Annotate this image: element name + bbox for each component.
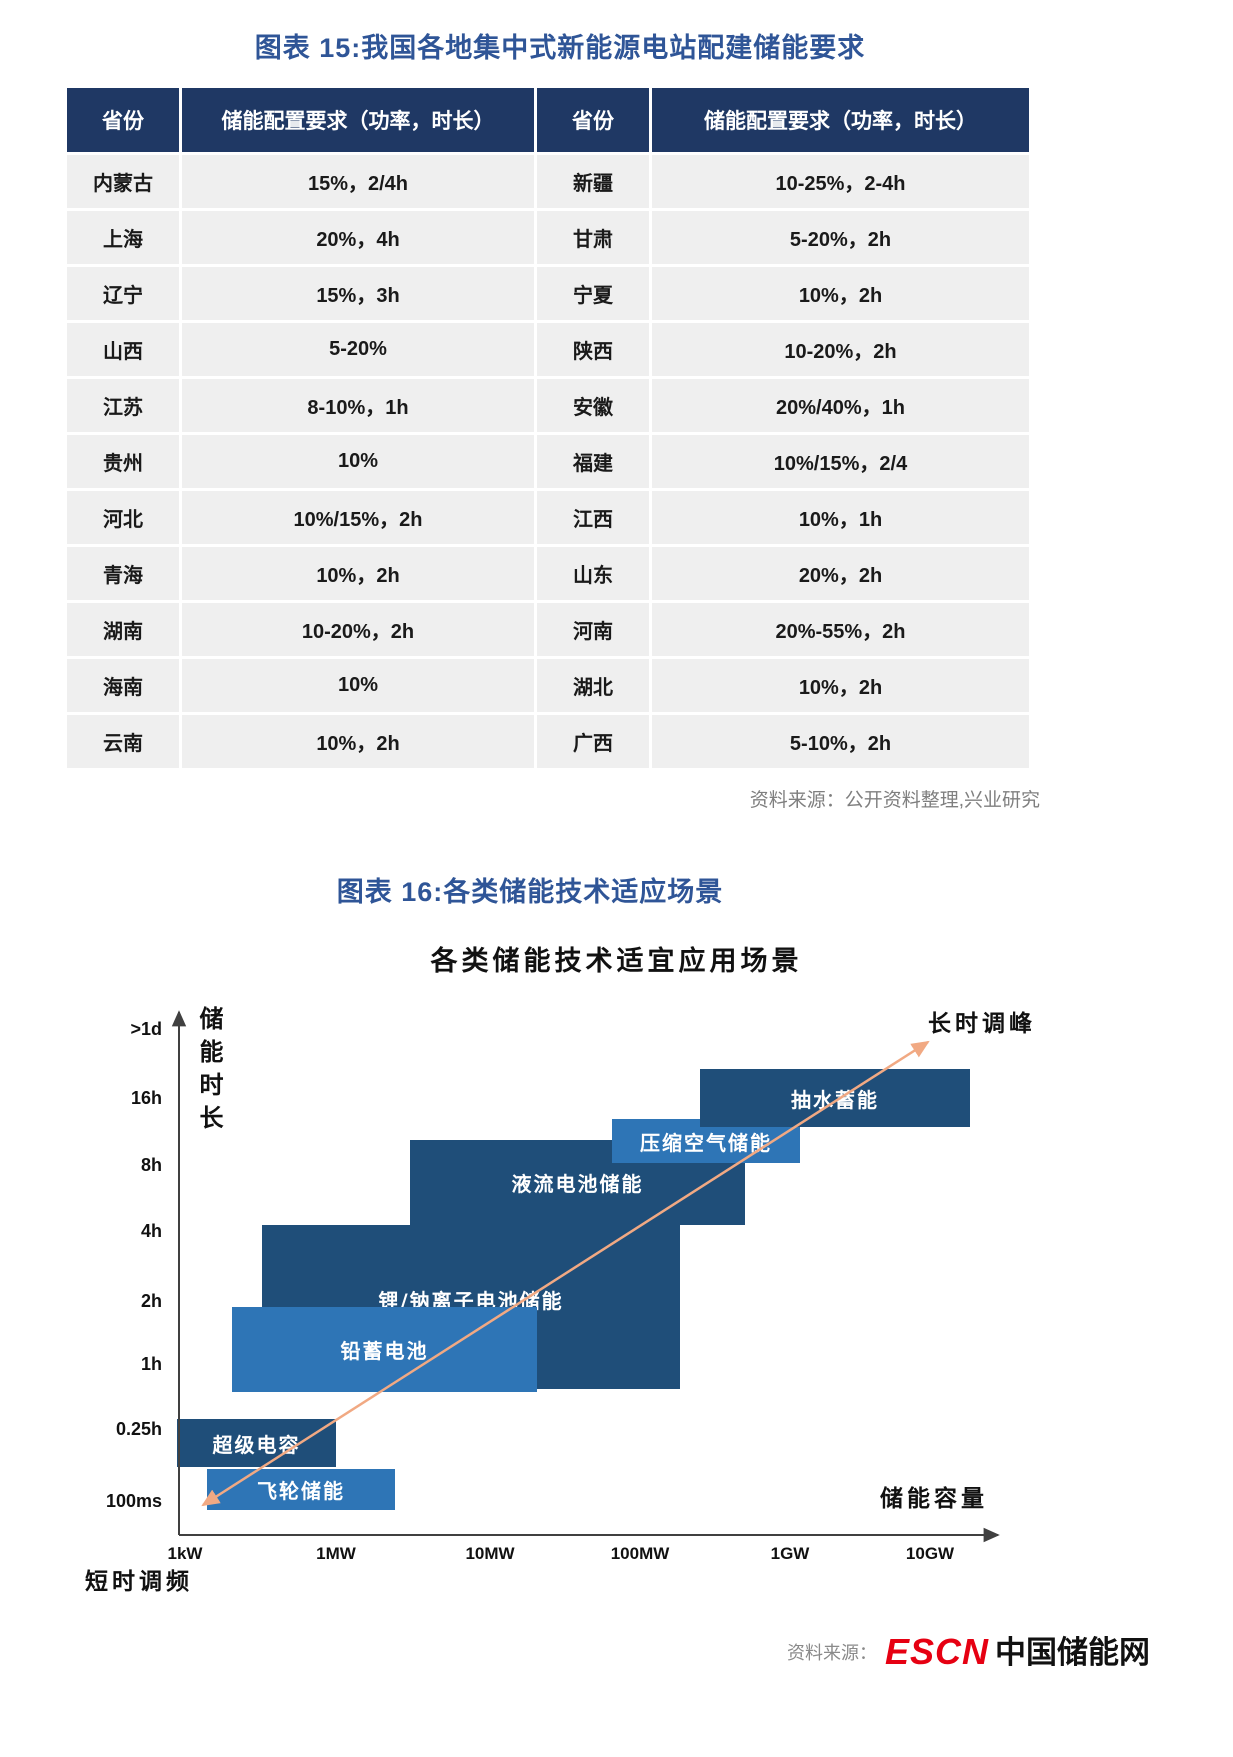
requirement-cell: 10%/15%，2/4 [649, 432, 1032, 491]
x-tick: 10GW [905, 1544, 955, 1563]
table-row: 江苏 8-10%，1h 安徽 20%/40%，1h [64, 376, 1032, 435]
province-cell: 陕西 [534, 320, 652, 379]
x-tick: 1MW [316, 1544, 356, 1563]
province-cell: 江西 [534, 488, 652, 547]
figure16-source: 资料来源： ESCN 中国储能网 [0, 1634, 1233, 1670]
requirement-cell: 15%，2/4h [179, 152, 537, 211]
requirement-cell: 5-10%，2h [649, 712, 1032, 771]
escn-logo: ESCN [884, 1631, 989, 1672]
table-header-row: 省份 储能配置要求（功率，时长） 省份 储能配置要求（功率，时长） [64, 85, 1032, 155]
storage-technology-chart: 液流电池储能 压缩空气储能 锂/钠离子电池储能 铅蓄电池 抽水蓄能 超级电容 飞… [0, 992, 1233, 1595]
requirement-cell: 15%，3h [179, 264, 537, 323]
y-tick: 0.25h [115, 1419, 162, 1439]
province-cell: 贵州 [64, 432, 182, 491]
requirement-cell: 8-10%，1h [179, 376, 537, 435]
province-cell: 云南 [64, 712, 182, 771]
x-tick: 1GW [770, 1544, 810, 1563]
province-cell: 海南 [64, 656, 182, 715]
y-tick: 16h [130, 1088, 162, 1108]
province-cell: 安徽 [534, 376, 652, 435]
province-cell: 河北 [64, 488, 182, 547]
long-duration-peak-label: 长时调峰 [928, 1010, 1036, 1037]
bar-supercapacitor: 超级电容 [177, 1419, 336, 1467]
table-row: 海南 10% 湖北 10%，2h [64, 656, 1032, 715]
requirement-cell: 5-20%，2h [649, 208, 1032, 267]
province-cell: 上海 [64, 208, 182, 267]
bar-pumped-hydro: 抽水蓄能 [700, 1069, 970, 1127]
requirement-cell: 10%，2h [179, 712, 537, 771]
province-cell: 福建 [534, 432, 652, 491]
short-duration-freq-label: 短时调频 [85, 1568, 193, 1595]
requirement-cell: 10%/15%，2h [179, 488, 537, 547]
table-row: 山西 5-20% 陕西 10-20%，2h [64, 320, 1032, 379]
figure16-title: 图表 16:各类储能技术适应场景 [336, 877, 724, 907]
province-cell: 内蒙古 [64, 152, 182, 211]
province-cell: 湖南 [64, 600, 182, 659]
y-tick: 8h [140, 1155, 162, 1175]
requirement-cell: 20%/40%，1h [649, 376, 1032, 435]
requirement-cell: 10-20%，2h [179, 600, 537, 659]
province-cell: 江苏 [64, 376, 182, 435]
requirement-cell: 10% [179, 432, 537, 491]
x-tick: 100MW [610, 1544, 670, 1563]
requirement-cell: 10-20%，2h [649, 320, 1032, 379]
figure15-source: 资料来源：公开资料整理,兴业研究 [749, 790, 1040, 811]
col-header-province: 省份 [534, 85, 652, 155]
province-cell: 辽宁 [64, 264, 182, 323]
col-header-province: 省份 [64, 85, 182, 155]
y-tick: >1d [130, 1019, 162, 1039]
province-cell: 宁夏 [534, 264, 652, 323]
province-cell: 山西 [64, 320, 182, 379]
table-row: 辽宁 15%，3h 宁夏 10%，2h [64, 264, 1032, 323]
requirement-cell: 5-20% [179, 320, 537, 379]
province-cell: 山东 [534, 544, 652, 603]
table-row: 青海 10%，2h 山东 20%，2h [64, 544, 1032, 603]
bar-lead-acid: 铅蓄电池 [232, 1307, 537, 1392]
escn-site-name: 中国储能网 [995, 1634, 1150, 1670]
requirement-cell: 10%，2h [179, 544, 537, 603]
y-tick: 100ms [105, 1491, 162, 1511]
requirement-cell: 10%，2h [649, 264, 1032, 323]
source-prefix: 资料来源： [786, 1643, 877, 1663]
table-row: 贵州 10% 福建 10%/15%，2/4 [64, 432, 1032, 491]
province-cell: 河南 [534, 600, 652, 659]
province-cell: 新疆 [534, 152, 652, 211]
figure15-title: 图表 15:我国各地集中式新能源电站配建储能要求 [254, 33, 866, 63]
requirement-cell: 20%-55%，2h [649, 600, 1032, 659]
province-cell: 甘肃 [534, 208, 652, 267]
table-row: 上海 20%，4h 甘肃 5-20%，2h [64, 208, 1032, 267]
table-row: 云南 10%，2h 广西 5-10%，2h [64, 712, 1032, 771]
table-row: 内蒙古 15%，2/4h 新疆 10-25%，2-4h [64, 152, 1032, 211]
x-tick: 1kW [167, 1544, 203, 1563]
col-header-requirement: 储能配置要求（功率，时长） [179, 85, 537, 155]
y-tick: 1h [140, 1354, 162, 1374]
y-axis-title: 储能时长 [195, 1006, 224, 1138]
requirement-cell: 10% [179, 656, 537, 715]
storage-requirements-table: 省份 储能配置要求（功率，时长） 省份 储能配置要求（功率，时长） 内蒙古 15… [64, 85, 1032, 771]
x-tick: 10MW [465, 1544, 515, 1563]
requirement-cell: 10%，1h [649, 488, 1032, 547]
chart-title: 各类储能技术适宜应用场景 [430, 946, 803, 977]
province-cell: 湖北 [534, 656, 652, 715]
province-cell: 青海 [64, 544, 182, 603]
y-tick: 4h [140, 1221, 162, 1241]
table-row: 河北 10%/15%，2h 江西 10%，1h [64, 488, 1032, 547]
requirement-cell: 20%，4h [179, 208, 537, 267]
x-axis-title: 储能容量 [880, 1485, 988, 1512]
requirement-cell: 20%，2h [649, 544, 1032, 603]
y-tick: 2h [140, 1291, 162, 1311]
province-cell: 广西 [534, 712, 652, 771]
requirement-cell: 10%，2h [649, 656, 1032, 715]
requirement-cell: 10-25%，2-4h [649, 152, 1032, 211]
col-header-requirement: 储能配置要求（功率，时长） [649, 85, 1032, 155]
bar-flywheel: 飞轮储能 [207, 1469, 395, 1510]
table-row: 湖南 10-20%，2h 河南 20%-55%，2h [64, 600, 1032, 659]
